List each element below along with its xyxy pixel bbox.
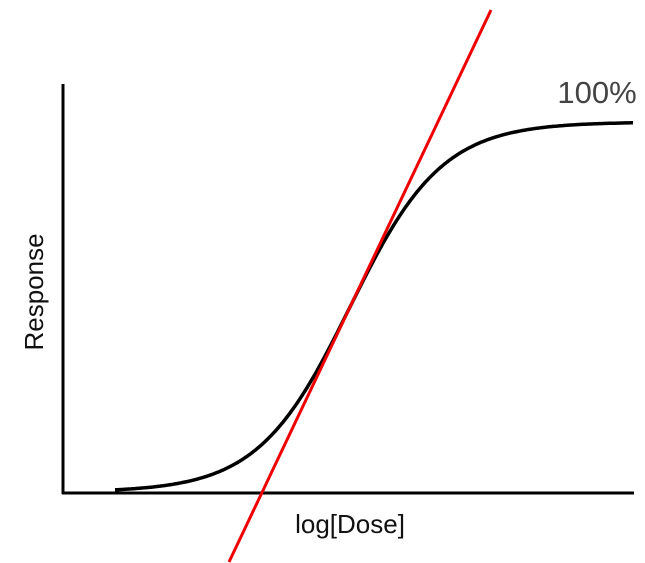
- x-axis-label: log[Dose]: [295, 509, 405, 539]
- max-label: 100%: [557, 75, 636, 110]
- tangent-line: [227, 9, 493, 563]
- dose-response-curve: [114, 121, 633, 492]
- y-axis-label: Response: [19, 233, 49, 350]
